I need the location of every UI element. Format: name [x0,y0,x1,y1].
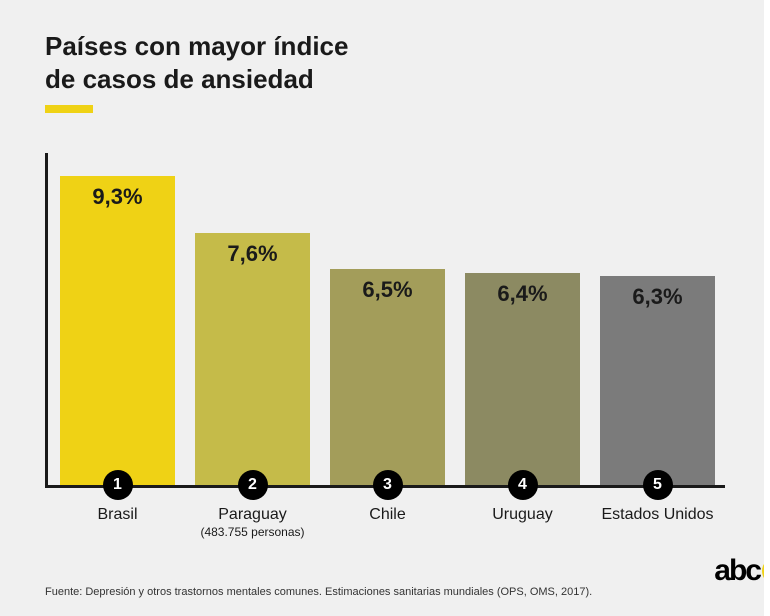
bar-value-label: 9,3% [60,184,175,210]
country-label: Brasil [60,506,175,524]
bars-group: 9,3%17,6%26,5%36,4%46,3%5 [50,153,725,485]
bar: 9,3%1 [60,176,175,485]
bar-col: 6,3%5 [600,153,715,485]
infographic-container: Países con mayor índice de casos de ansi… [0,0,770,616]
country-sublabel: (483.755 personas) [195,525,310,539]
bar: 6,5%3 [330,269,445,485]
bar-chart: 9,3%17,6%26,5%36,4%46,3%5 BrasilParaguay… [45,153,725,488]
footer: Fuente: Depresión y otros trastornos men… [45,586,725,598]
abc-logo: abc [714,554,770,588]
bar-col: 9,3%1 [60,153,175,485]
bar-col: 6,4%4 [465,153,580,485]
bar-value-label: 7,6% [195,241,310,267]
x-label: Brasil [60,506,175,539]
rank-badge: 2 [238,470,268,500]
country-label: Estados Unidos [600,506,715,524]
title-block: Países con mayor índice de casos de ansi… [45,30,725,113]
rank-badge: 4 [508,470,538,500]
title-line-1: Países con mayor índice [45,31,348,61]
rank-badge: 3 [373,470,403,500]
bar-col: 7,6%2 [195,153,310,485]
bar-value-label: 6,4% [465,281,580,307]
country-label: Chile [330,506,445,524]
bar-value-label: 6,3% [600,284,715,310]
bar: 7,6%2 [195,233,310,485]
y-axis [45,153,48,488]
country-label: Uruguay [465,506,580,524]
page-title: Países con mayor índice de casos de ansi… [45,30,725,95]
x-labels-group: Brasil Paraguay(483.755 personas) Chile Uru… [50,506,725,539]
bar: 6,3%5 [600,276,715,485]
title-line-2: de casos de ansiedad [45,64,314,94]
x-label: Paraguay(483.755 personas) [195,506,310,539]
logo-text: abc [714,554,760,588]
x-label: Chile [330,506,445,539]
bar-value-label: 6,5% [330,277,445,303]
bar: 6,4%4 [465,273,580,485]
rank-badge: 1 [103,470,133,500]
source-text: Fuente: Depresión y otros trastornos men… [45,586,725,598]
bar-col: 6,5%3 [330,153,445,485]
x-label: Estados Unidos [600,506,715,539]
country-label: Paraguay [195,506,310,524]
right-edge-stripe [764,0,770,616]
title-underline [45,105,93,113]
x-label: Uruguay [465,506,580,539]
rank-badge: 5 [643,470,673,500]
